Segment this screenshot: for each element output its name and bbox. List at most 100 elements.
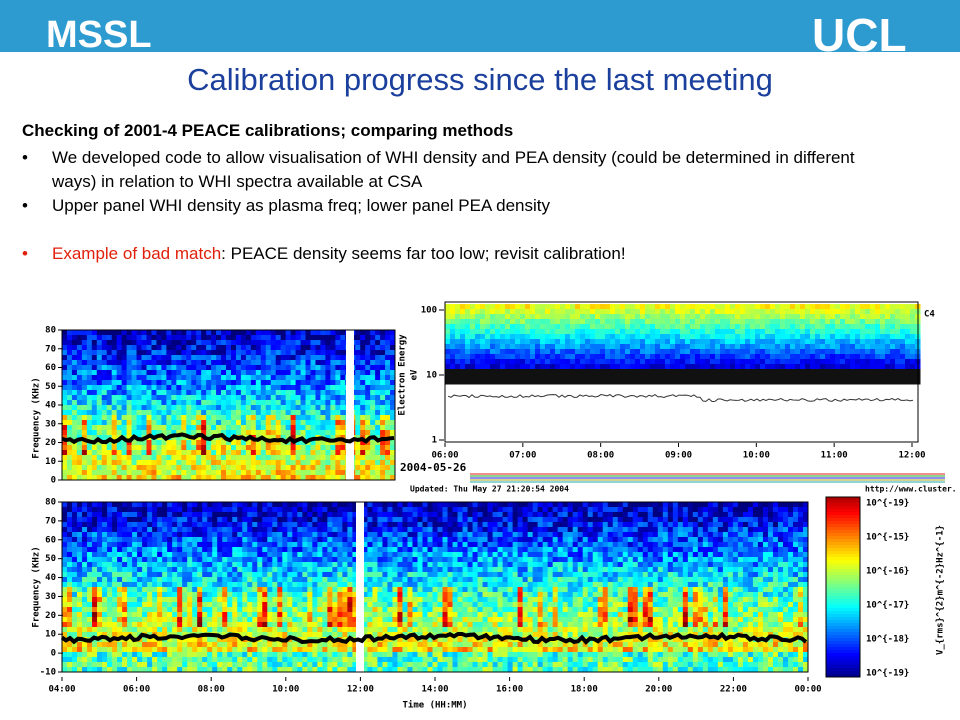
spectro-cell [181, 380, 187, 386]
spectro-cell [767, 557, 774, 563]
spectro-cell [255, 460, 262, 466]
spectro-cell [300, 375, 307, 381]
spectro-cell [537, 542, 544, 548]
spectro-cell [462, 567, 469, 573]
spectro-cell [242, 527, 248, 533]
spectro-cell [245, 415, 252, 421]
spectro-cell [442, 517, 449, 523]
spectro-cell [92, 532, 98, 538]
spectro-cell [222, 542, 228, 548]
spectro-cell [692, 572, 699, 578]
spectro-cell [146, 385, 152, 391]
spectro-cell [482, 547, 489, 553]
spectro-cell [482, 567, 489, 573]
spectro-cell [81, 475, 88, 481]
spectro-cell [201, 355, 207, 361]
spectro-cell [196, 370, 202, 376]
spectro-cell [330, 400, 336, 406]
spectro-cell [260, 360, 267, 366]
spectro-cell [687, 507, 694, 513]
spectro-cell [252, 562, 258, 568]
spectro-cell [102, 552, 108, 558]
spectro-cell [390, 440, 396, 446]
spectro-cell [76, 400, 83, 406]
spectro-cell [482, 502, 489, 508]
spectro-cell [552, 532, 559, 538]
spectro-cell [132, 502, 138, 508]
spectro-cell [161, 410, 167, 416]
spectro-cell [260, 420, 267, 426]
spectro-cell [757, 567, 764, 573]
spectro-cell [597, 592, 604, 598]
spectro-cell [365, 445, 371, 451]
spectro-cell [352, 507, 358, 513]
spectro-cell [91, 335, 98, 341]
spectro-cell [652, 517, 659, 523]
spectro-cell [245, 360, 252, 366]
spectro-cell [377, 567, 383, 573]
spectro-cell [452, 502, 459, 508]
spectro-cell [492, 572, 499, 578]
spectro-cell [297, 537, 303, 543]
spectro-cell [517, 527, 524, 533]
spectro-cell [275, 465, 282, 471]
spectro-cell [167, 587, 173, 593]
spectro-cell [285, 360, 292, 366]
spectro-cell [360, 440, 366, 446]
spectro-cell [432, 507, 439, 513]
spectro-cell [107, 582, 113, 588]
spectro-cell [66, 335, 73, 341]
spectro-cell [295, 415, 302, 421]
spectro-cell [71, 345, 78, 351]
spectro-cell [687, 532, 694, 538]
spectro-cell [287, 577, 293, 583]
spectro-cell [147, 577, 153, 583]
spectro-cell [365, 420, 371, 426]
spectro-cell [102, 572, 108, 578]
spectro-cell [562, 597, 569, 603]
spectro-cell [142, 572, 148, 578]
spectro-cell [462, 552, 469, 558]
spectro-cell [282, 507, 288, 513]
spectro-cell [340, 425, 346, 431]
spectro-cell [216, 415, 222, 421]
spectro-cell [171, 400, 177, 406]
spectro-cell [637, 597, 644, 603]
spectro-cell [226, 420, 232, 426]
spectro-cell [91, 405, 98, 411]
spectro-cell [582, 532, 589, 538]
spectro-cell [310, 340, 316, 346]
spectro-cell [285, 420, 292, 426]
spectro-cell [230, 330, 237, 336]
spectro-cell [77, 542, 83, 548]
spectro-cell [192, 537, 198, 543]
spectro-cell [197, 512, 203, 518]
spectro-cell [782, 547, 789, 553]
spectro-cell [752, 567, 759, 573]
spectro-cell [201, 475, 207, 481]
spectro-cell [136, 355, 143, 361]
spectro-cell [92, 567, 98, 573]
spectro-cell [592, 587, 599, 593]
spectro-cell [537, 567, 544, 573]
spectro-cell [260, 400, 267, 406]
spectro-cell [657, 522, 664, 528]
spectro-cell [387, 527, 393, 533]
spectro-cell [255, 465, 262, 471]
spectro-cell [337, 562, 343, 568]
spectro-cell [687, 502, 694, 508]
spectro-cell [116, 375, 123, 381]
spectro-cell [527, 507, 534, 513]
spectro-cell [96, 440, 103, 446]
spectro-cell [612, 562, 619, 568]
spectro-cell [375, 450, 381, 456]
spectro-cell [260, 375, 267, 381]
spectro-cell [196, 380, 202, 386]
spectro-cell [390, 395, 396, 401]
spectro-cell [647, 567, 654, 573]
spectro-cell [237, 502, 243, 508]
spectro-cell [315, 440, 321, 446]
spectro-cell [390, 455, 396, 461]
spectro-cell [487, 527, 494, 533]
spectro-cell [407, 567, 413, 573]
